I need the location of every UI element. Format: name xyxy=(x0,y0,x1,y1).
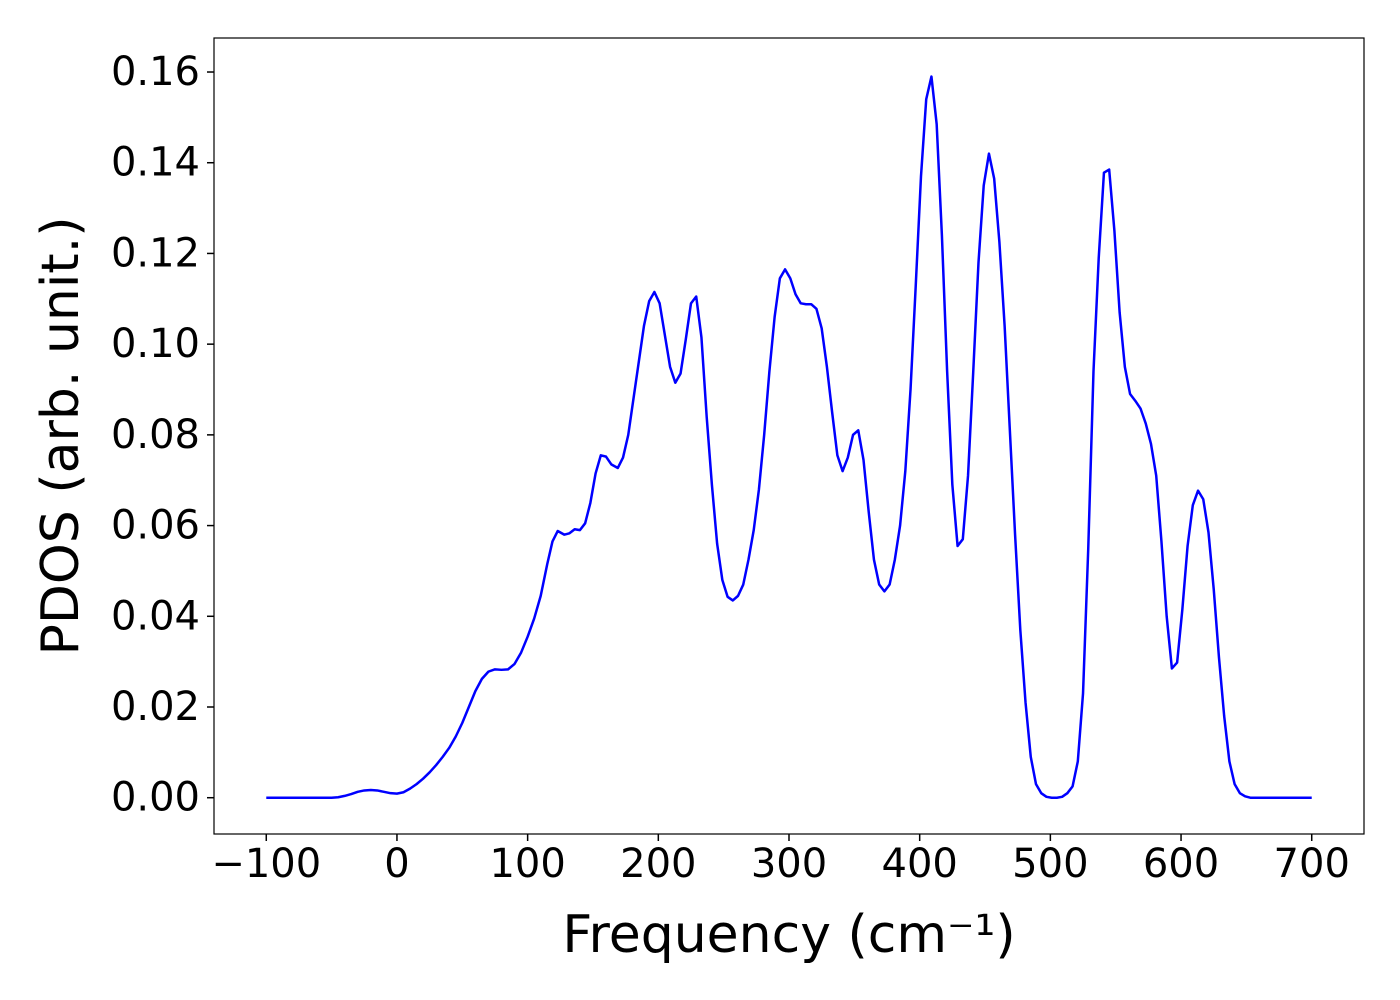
x-tick-label: −100 xyxy=(211,841,321,887)
y-tick-label: 0.02 xyxy=(111,684,200,730)
y-tick-label: 0.04 xyxy=(111,593,200,639)
y-tick-label: 0.08 xyxy=(111,412,200,458)
x-tick-label: 600 xyxy=(1143,841,1219,887)
x-tick-label: 100 xyxy=(489,841,565,887)
x-tick-label: 200 xyxy=(620,841,696,887)
x-tick-label: 300 xyxy=(751,841,827,887)
y-axis-label: PDOS (arb. unit.) xyxy=(31,216,91,655)
y-tick-label: 0.10 xyxy=(111,321,200,367)
y-tick-label: 0.06 xyxy=(111,503,200,549)
x-tick-label: 0 xyxy=(384,841,409,887)
y-tick-label: 0.00 xyxy=(111,775,200,821)
y-tick-label: 0.16 xyxy=(111,49,200,95)
data-line xyxy=(266,75,1312,799)
x-tick-label: 700 xyxy=(1274,841,1350,887)
x-tick-label: 500 xyxy=(1012,841,1088,887)
x-axis-label: Frequency (cm⁻¹) xyxy=(562,905,1015,965)
y-tick-label: 0.12 xyxy=(111,230,200,276)
plot-frame xyxy=(213,37,1365,835)
x-tick-label: 400 xyxy=(882,841,958,887)
y-tick-label: 0.14 xyxy=(111,140,200,186)
